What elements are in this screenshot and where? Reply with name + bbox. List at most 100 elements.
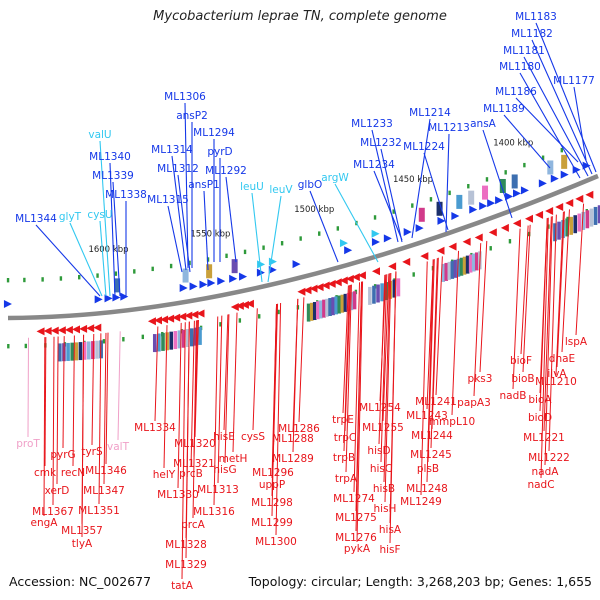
ruler-dot-inner xyxy=(508,239,512,244)
ruler-dot-outer xyxy=(188,260,191,266)
reverse-gene-arrow xyxy=(172,313,181,322)
feature-block xyxy=(70,342,75,361)
reverse-gene-arrow xyxy=(420,252,429,261)
ruler-dot-outer xyxy=(280,241,284,246)
ruler-dot-inner xyxy=(238,318,242,323)
forward-gene-arrow xyxy=(403,228,412,237)
label-leader-line xyxy=(213,316,219,506)
gene-label: trpA xyxy=(335,473,358,485)
feature-block xyxy=(325,298,329,317)
gene-label: ML1340 xyxy=(89,151,131,163)
feature-block xyxy=(340,294,345,313)
feature-block xyxy=(190,328,194,347)
label-leader-line xyxy=(181,322,186,580)
feature-block xyxy=(82,341,87,360)
label-leader-line xyxy=(192,320,197,519)
label-leader-line xyxy=(420,261,428,496)
reverse-gene-arrow xyxy=(240,300,249,309)
reverse-gene-arrow xyxy=(160,315,169,324)
label-leader-line xyxy=(427,259,435,463)
gene-label: cysU xyxy=(87,209,112,221)
ruler-dot-outer xyxy=(262,245,265,250)
label-leader-line xyxy=(445,133,450,233)
gene-label: ML1249 xyxy=(400,496,442,508)
reverse-gene-arrow xyxy=(555,203,564,212)
label-leader-line xyxy=(342,285,349,414)
feature-block xyxy=(349,292,354,311)
label-leader-line xyxy=(81,334,85,538)
feature-block xyxy=(372,285,376,304)
gene-label: ML1289 xyxy=(272,453,314,465)
forward-gene-arrow xyxy=(104,294,113,303)
reverse-gene-arrow xyxy=(339,276,348,285)
reverse-gene-arrow xyxy=(57,326,66,335)
gene-label: ML1347 xyxy=(83,485,125,497)
ruler-dot-inner xyxy=(102,339,106,344)
gene-label: ML1241 xyxy=(415,396,457,408)
label-leader-line xyxy=(343,285,350,452)
gene-label: glbO xyxy=(298,179,323,191)
gene-label: pyrG xyxy=(50,449,75,461)
ruler-dot-outer xyxy=(59,276,63,281)
reverse-gene-arrow xyxy=(545,206,554,215)
gene-label: dnaE xyxy=(549,353,575,365)
ruler-tick-label: 1600 kbp xyxy=(88,245,128,255)
label-leader-line xyxy=(177,174,191,273)
label-leader-line xyxy=(531,39,593,175)
label-leader-line xyxy=(575,203,585,336)
label-leader-line xyxy=(522,224,531,373)
gene-label: ML1300 xyxy=(255,536,297,548)
reverse-gene-arrow xyxy=(43,327,52,336)
label-leader-line xyxy=(27,337,30,438)
label-leader-line xyxy=(56,336,59,485)
label-leader-line xyxy=(154,326,159,422)
gene-label: hisD xyxy=(367,445,390,457)
ruler-dot-inner xyxy=(258,314,261,319)
feature-block xyxy=(66,342,70,361)
label-leader-line xyxy=(451,250,460,416)
feature-block xyxy=(173,331,178,350)
feature-block xyxy=(553,223,557,242)
reverse-gene-arrow xyxy=(448,242,457,251)
ruler-tick-label: 1450 kbp xyxy=(393,175,433,185)
gene-label: ML1181 xyxy=(503,45,545,57)
gene-label: argW xyxy=(321,172,349,184)
reverse-gene-arrow xyxy=(50,326,59,335)
label-leader-line xyxy=(217,315,223,484)
reverse-gene-arrow xyxy=(297,287,306,296)
reverse-gene-arrow xyxy=(72,325,81,334)
gene-label: pyrD xyxy=(207,146,232,158)
label-leader-line xyxy=(539,218,548,412)
reverse-gene-arrow xyxy=(235,301,244,310)
label-leader-line xyxy=(520,225,529,355)
gene-label: ML1213 xyxy=(428,122,470,134)
reverse-gene-arrow xyxy=(565,198,574,207)
reverse-gene-arrow xyxy=(178,312,187,321)
label-leader-line xyxy=(382,273,390,422)
gene-label: ML1294 xyxy=(193,127,235,139)
feature-block xyxy=(306,303,311,322)
reverse-gene-arrow xyxy=(166,314,175,323)
forward-gene-arrow xyxy=(229,274,238,283)
ruler-dot-inner xyxy=(122,337,125,342)
label-leader-line xyxy=(98,333,102,505)
ruler-dot-outer xyxy=(6,278,10,283)
feature-block xyxy=(444,262,449,281)
forward-gene-arrow xyxy=(550,174,559,183)
feature-block xyxy=(561,154,568,169)
gene-label: nadC xyxy=(527,479,554,491)
reverse-gene-arrow xyxy=(357,271,366,280)
feature-block xyxy=(352,291,357,310)
label-leader-line xyxy=(275,303,282,536)
forward-gene-arrow xyxy=(487,199,496,208)
gene-label: tatA xyxy=(171,580,194,592)
gene-label: ML1224 xyxy=(403,141,445,153)
forward-gene-arrow xyxy=(217,277,226,286)
reverse-gene-arrow xyxy=(575,194,584,203)
ruler-dot-outer xyxy=(41,277,44,282)
gene-label: ML1338 xyxy=(105,189,147,201)
forward-gene-arrow xyxy=(344,246,353,255)
feature-block xyxy=(57,343,62,362)
reverse-gene-arrow xyxy=(184,311,193,320)
label-leader-line xyxy=(426,259,434,483)
